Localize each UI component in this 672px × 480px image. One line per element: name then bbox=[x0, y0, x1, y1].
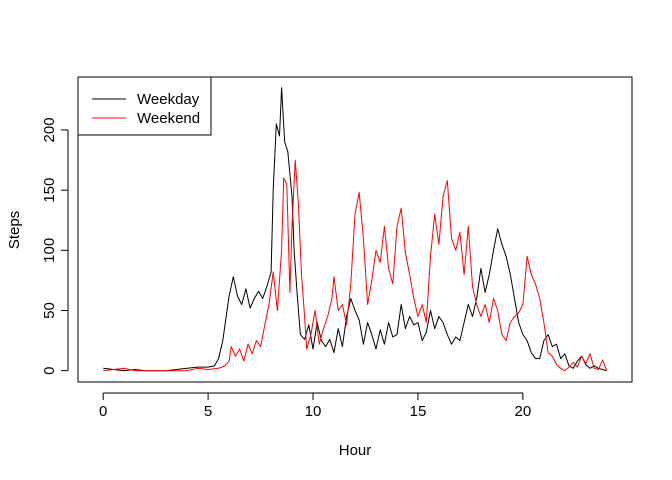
y-tick-label: 100 bbox=[41, 238, 58, 263]
y-tick-label: 0 bbox=[41, 367, 58, 375]
y-tick-label: 200 bbox=[41, 117, 58, 142]
x-tick-label: 15 bbox=[410, 403, 427, 420]
legend: Weekday Weekend bbox=[77, 76, 212, 136]
x-axis: 0 5 10 15 20 bbox=[99, 392, 532, 420]
y-tick-label: 150 bbox=[41, 178, 58, 203]
plot-area-border bbox=[77, 76, 633, 383]
x-tick-label: 5 bbox=[204, 403, 212, 420]
y-axis: 0 50 100 150 200 bbox=[41, 117, 69, 375]
series-layer bbox=[103, 87, 608, 372]
series-line-weekday bbox=[103, 87, 607, 372]
legend-label-weekend: Weekend bbox=[137, 110, 200, 127]
x-tick-label: 0 bbox=[99, 403, 107, 420]
x-tick-label: 10 bbox=[305, 403, 322, 420]
x-tick-label: 20 bbox=[515, 403, 532, 420]
y-tick-label: 50 bbox=[41, 302, 58, 319]
series-line-weekend bbox=[103, 159, 608, 372]
y-axis-label: Steps bbox=[6, 211, 23, 249]
x-axis-label: Hour bbox=[339, 442, 372, 459]
legend-label-weekday: Weekday bbox=[137, 91, 200, 108]
legend-box bbox=[77, 76, 212, 136]
